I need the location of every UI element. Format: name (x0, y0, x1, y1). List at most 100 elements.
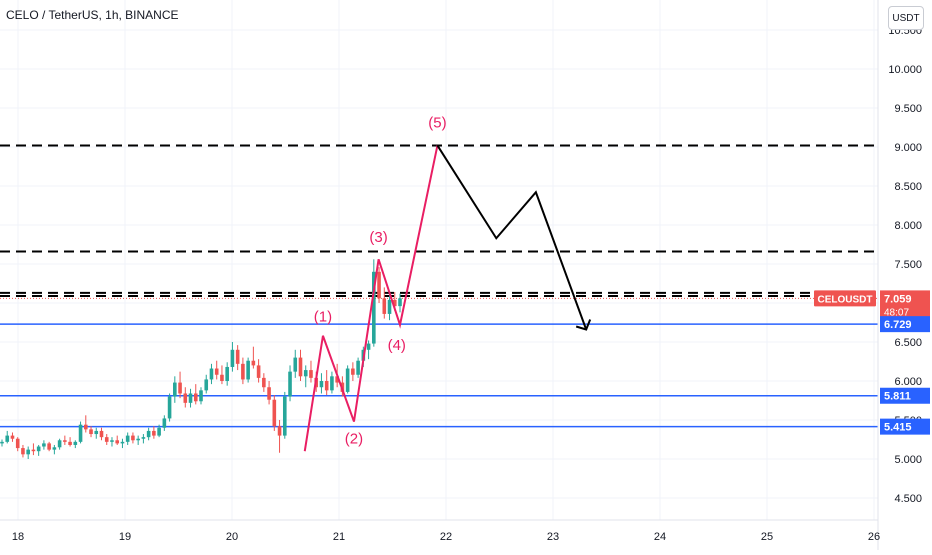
candle-body (47, 443, 51, 450)
candle-body (330, 376, 334, 391)
candle-body (351, 368, 355, 375)
elliott-wave (303, 145, 439, 452)
candle-body (42, 443, 46, 447)
candle-body (83, 424, 88, 430)
horizontal-lines (0, 144, 878, 428)
candle-body (21, 448, 25, 455)
currency-unit-button[interactable]: USDT (888, 6, 924, 30)
candle-body (366, 343, 371, 350)
wave-labels: (1) (2) (3) (4) (5) (314, 115, 447, 448)
candle-body (272, 399, 277, 427)
candle-body (31, 449, 36, 452)
candle-body (398, 298, 402, 307)
time-axis-label: 25 (761, 531, 773, 543)
candle-body (209, 368, 214, 380)
wave-path (303, 145, 439, 452)
candle-body (199, 390, 203, 402)
price-axis-label: 6.000 (894, 376, 922, 388)
candle-body (63, 440, 67, 442)
price-axis-label: 6.500 (894, 337, 922, 349)
candle-body (246, 360, 250, 380)
candle-body (372, 271, 376, 344)
candle-body (303, 370, 308, 377)
level-tag-value: 6.729 (884, 319, 912, 331)
candle-body (115, 440, 120, 444)
candle-body (293, 357, 298, 372)
price-axis[interactable]: 4.5005.0005.5006.0006.5007.0007.5008.000… (888, 25, 922, 505)
candle-body (26, 449, 30, 455)
candle-body (173, 382, 177, 397)
candle-body (110, 440, 114, 442)
candle-body (251, 360, 256, 366)
level-tag-value: 5.811 (884, 391, 911, 403)
candle-body (15, 438, 20, 449)
candle-body (167, 396, 172, 419)
symbol-tag: CELOUSDT (818, 294, 873, 305)
candle-body (104, 437, 109, 442)
current-price-value: 7.059 (884, 293, 912, 305)
chart-title: CELO / TetherUS, 1h, BINANCE (6, 8, 179, 22)
current-price-tag-bg (880, 290, 930, 321)
time-axis-label: 19 (119, 531, 131, 543)
price-axis-label: 8.500 (894, 181, 922, 193)
candle-body (193, 393, 198, 402)
candle-body (267, 387, 271, 400)
time-axis-label: 21 (333, 531, 345, 543)
candle-body (141, 437, 146, 439)
price-axis-label: 4.500 (894, 493, 922, 505)
candle-body (335, 376, 339, 383)
candle-body (204, 379, 209, 391)
candle-body (319, 381, 324, 388)
candle-body (356, 360, 360, 375)
candle-body (382, 298, 387, 314)
candle-body (68, 441, 72, 445)
wave-label: (2) (345, 430, 363, 447)
candle-body (277, 426, 282, 436)
level-tag-value: 5.415 (884, 422, 912, 434)
wave-label: (4) (388, 337, 406, 354)
wave-label: (5) (428, 115, 446, 132)
time-axis-label: 22 (440, 531, 452, 543)
time-axis[interactable]: 18 19 20 21 22 23 24 25 26 (12, 531, 880, 543)
candle-body (94, 430, 99, 435)
candle-body (183, 393, 188, 403)
candle-body (125, 435, 130, 442)
candle-body (120, 441, 125, 444)
projection-arrowhead (575, 319, 592, 331)
candle-body (52, 447, 57, 450)
candle-body (324, 381, 329, 391)
candle-body (282, 396, 287, 436)
candle-body (36, 446, 41, 452)
candle-body (10, 435, 15, 439)
candle-body (256, 365, 261, 378)
level-tag-bg (880, 387, 930, 404)
price-axis-label: 5.000 (894, 454, 922, 466)
price-tags: CELOUSDT 7.059 48:076.729 5.811 5.415 (814, 290, 930, 435)
candle-body (262, 377, 266, 388)
candle-body (136, 438, 140, 441)
candle-body (152, 430, 156, 436)
price-axis-label: 9.000 (894, 142, 922, 154)
candle-body (0, 441, 4, 444)
candle-body (298, 357, 303, 377)
candles (0, 259, 402, 459)
time-axis-label: 18 (12, 531, 24, 543)
candle-body (5, 435, 10, 442)
candle-body (188, 393, 193, 403)
time-axis-label: 20 (226, 531, 238, 543)
candle-body (157, 427, 161, 436)
candle-body (214, 368, 219, 375)
price-axis-label: 10.000 (888, 64, 922, 76)
candle-body (73, 441, 78, 445)
wave-label: (1) (314, 309, 332, 326)
countdown-value: 48:07 (884, 307, 909, 318)
candle-body (230, 349, 235, 367)
candle-body (392, 299, 397, 307)
candle-body (146, 430, 151, 438)
candle-body (387, 299, 392, 314)
grid-layer (0, 0, 878, 520)
candle-body (99, 430, 104, 438)
candle-body (131, 435, 135, 441)
price-axis-label: 9.500 (894, 103, 922, 115)
